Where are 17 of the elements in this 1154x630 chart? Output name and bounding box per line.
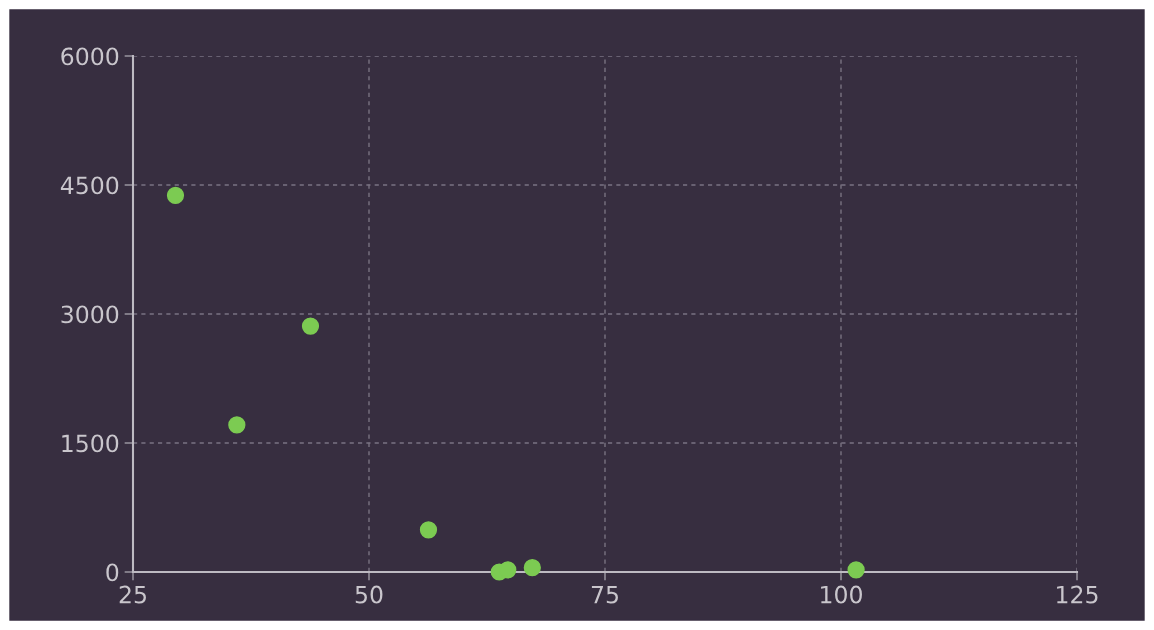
y-tick-label: 3000	[61, 305, 119, 324]
y-tick-label: 6000	[61, 47, 119, 66]
y-tick-label: 0	[106, 563, 119, 582]
point	[166, 186, 185, 204]
point	[523, 559, 541, 577]
x-tick-label: 75	[591, 585, 618, 604]
y-tick-label: 4500	[60, 176, 119, 195]
point	[228, 416, 246, 434]
y-tick-label: 1500	[62, 434, 119, 453]
x-tick-label: 125	[1057, 585, 1098, 604]
point	[499, 561, 517, 579]
x-tick-label: 25	[119, 585, 146, 604]
point	[847, 561, 865, 579]
point	[419, 521, 438, 539]
x-tick-label: 100	[821, 585, 862, 604]
x-tick-label: 50	[355, 585, 383, 604]
point	[301, 317, 320, 335]
